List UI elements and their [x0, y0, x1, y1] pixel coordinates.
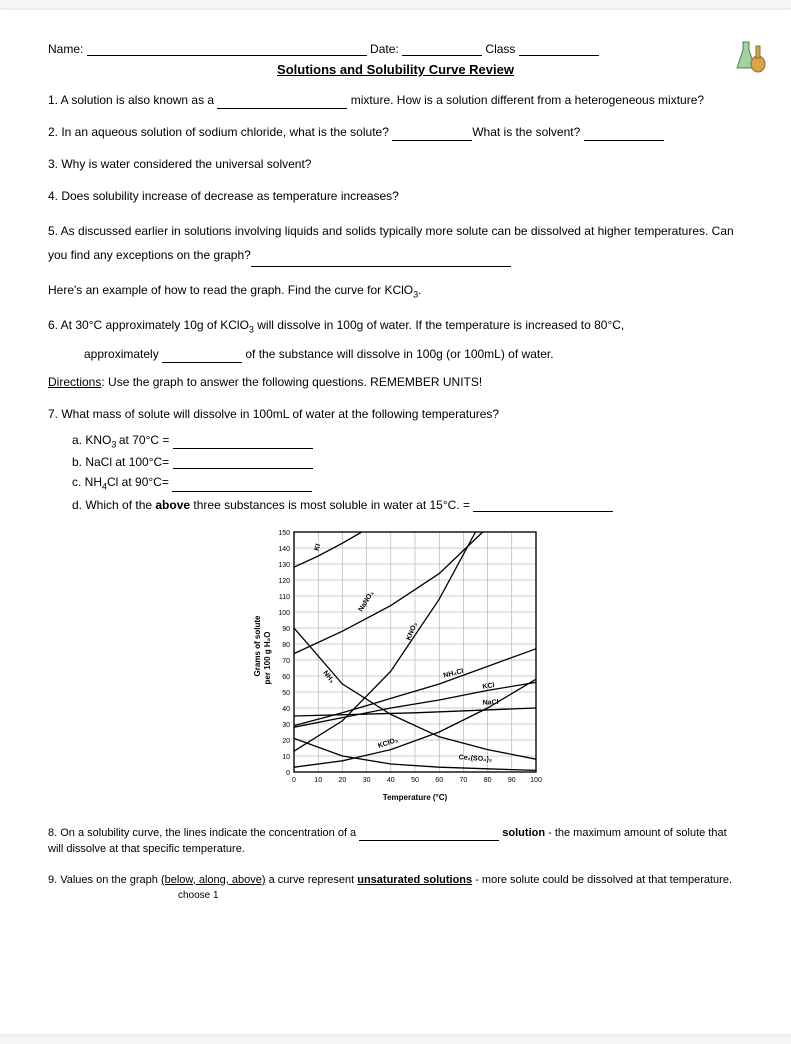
question-7d: d. Which of the above three substances i…	[72, 498, 743, 512]
q8-text-a: 8. On a solubility curve, the lines indi…	[48, 827, 359, 839]
chart-svg: 0 10 20 30 40 50 60 70 80 90 100 0 10 20 30 40 50 60 70 80 9…	[246, 524, 546, 804]
q8-bold: solution	[499, 827, 545, 839]
svg-text:30: 30	[282, 722, 290, 729]
directions: Directions: Use the graph to answer the …	[48, 373, 743, 391]
q9-choose: choose 1	[178, 888, 743, 903]
svg-text:40: 40	[386, 777, 394, 784]
q9-unsat: unsaturated solutions	[357, 874, 472, 886]
q2-text-b: What is the solvent?	[472, 125, 583, 139]
svg-text:130: 130	[278, 562, 290, 569]
q7c-text-b: Cl at 90°C=	[107, 475, 172, 489]
q7b-blank[interactable]	[173, 468, 313, 469]
example-line: Here's an example of how to read the gra…	[48, 281, 743, 302]
q1-text-b: mixture. How is a solution different fro…	[347, 93, 704, 107]
question-7c: c. NH4Cl at 90°C=	[72, 475, 743, 491]
date-label: Date:	[370, 42, 399, 56]
svg-text:30: 30	[362, 777, 370, 784]
svg-text:100: 100	[530, 777, 542, 784]
question-1: 1. A solution is also known as a mixture…	[48, 91, 743, 109]
q7d-blank[interactable]	[473, 511, 613, 512]
q1-blank[interactable]	[217, 108, 347, 109]
q9-text-b: a curve represent	[266, 874, 358, 886]
q7a-text-a: a. KNO	[72, 433, 111, 447]
question-5: 5. As discussed earlier in solutions inv…	[48, 219, 743, 267]
solubility-chart: 0 10 20 30 40 50 60 70 80 90 100 0 10 20 30 40 50 60 70 80 9…	[48, 524, 743, 807]
question-4: 4. Does solubility increase of decrease …	[48, 187, 743, 205]
name-blank[interactable]	[87, 55, 367, 56]
svg-text:20: 20	[338, 777, 346, 784]
question-7: 7. What mass of solute will dissolve in …	[48, 405, 743, 423]
q2-text-a: 2. In an aqueous solution of sodium chlo…	[48, 125, 392, 139]
header-line: Name: Date: Class	[48, 42, 743, 56]
question-8: 8. On a solubility curve, the lines indi…	[48, 825, 743, 858]
question-7b: b. NaCl at 100°C=	[72, 455, 743, 469]
q5-blank[interactable]	[251, 266, 511, 267]
q7d-text-b: three substances is most soluble in wate…	[190, 498, 473, 512]
question-7a: a. KNO3 at 70°C =	[72, 433, 743, 449]
svg-text:70: 70	[459, 777, 467, 784]
svg-text:50: 50	[411, 777, 419, 784]
q9-text-a: 9. Values on the graph	[48, 874, 161, 886]
example-end: .	[418, 283, 421, 297]
svg-text:90: 90	[282, 626, 290, 633]
page-title: Solutions and Solubility Curve Review	[48, 62, 743, 77]
q7a-text-b: at 70°C =	[119, 433, 173, 447]
question-2: 2. In an aqueous solution of sodium chlo…	[48, 123, 743, 141]
svg-text:140: 140	[278, 546, 290, 553]
svg-text:50: 50	[282, 690, 290, 697]
class-label: Class	[485, 42, 515, 56]
class-blank[interactable]	[519, 55, 599, 56]
question-9: 9. Values on the graph (below, along, ab…	[48, 872, 743, 904]
q6-text-a: 6. At 30°C approximately 10g of KClO	[48, 318, 249, 332]
question-6: 6. At 30°C approximately 10g of KClO3 wi…	[48, 316, 743, 363]
name-label: Name:	[48, 42, 83, 56]
directions-label: Directions	[48, 375, 101, 389]
svg-text:40: 40	[282, 706, 290, 713]
svg-text:150: 150	[278, 530, 290, 537]
q7d-text-a: d. Which of the	[72, 498, 155, 512]
svg-text:80: 80	[483, 777, 491, 784]
svg-text:10: 10	[282, 754, 290, 761]
question-3: 3. Why is water considered the universal…	[48, 155, 743, 173]
q7b-text: b. NaCl at 100°C=	[72, 455, 173, 469]
svg-text:80: 80	[282, 642, 290, 649]
svg-text:0: 0	[292, 777, 296, 784]
q9-paren: (below, along, above)	[161, 874, 266, 886]
example-text: Here's an example of how to read the gra…	[48, 283, 413, 297]
svg-text:per 100 g H₂O: per 100 g H₂O	[263, 631, 272, 684]
q7a-sub: 3	[111, 439, 119, 449]
q1-text-a: 1. A solution is also known as a	[48, 93, 217, 107]
q8-blank[interactable]	[359, 840, 499, 841]
q6-text-d: of the substance will dissolve in 100g (…	[242, 347, 554, 361]
q6-text-c: approximately	[84, 347, 162, 361]
svg-text:0: 0	[286, 770, 290, 777]
q7c-blank[interactable]	[172, 491, 312, 492]
q9-text-c: - more solute could be dissolved at that…	[472, 874, 732, 886]
date-blank[interactable]	[402, 55, 482, 56]
svg-text:100: 100	[278, 610, 290, 617]
svg-text:110: 110	[278, 594, 289, 601]
svg-text:60: 60	[282, 674, 290, 681]
q6-text-b: will dissolve in 100g of water. If the t…	[254, 318, 624, 332]
q7d-above: above	[155, 498, 190, 512]
svg-text:90: 90	[507, 777, 515, 784]
svg-text:Grams of solute: Grams of solute	[253, 615, 262, 676]
svg-text:60: 60	[435, 777, 443, 784]
beaker-icon	[733, 38, 769, 77]
worksheet-page: Name: Date: Class Solutions and Solubili…	[0, 10, 791, 1034]
q7c-text-a: c. NH	[72, 475, 102, 489]
q7a-blank[interactable]	[173, 448, 313, 449]
q5-text: 5. As discussed earlier in solutions inv…	[48, 224, 734, 262]
svg-text:70: 70	[282, 658, 290, 665]
svg-text:120: 120	[278, 578, 290, 585]
svg-text:Temperature (°C): Temperature (°C)	[382, 793, 447, 802]
q2-blank-2[interactable]	[584, 140, 664, 141]
svg-text:20: 20	[282, 738, 290, 745]
svg-text:10: 10	[314, 777, 322, 784]
q2-blank-1[interactable]	[392, 140, 472, 141]
svg-text:NaCl: NaCl	[482, 699, 498, 707]
directions-body: : Use the graph to answer the following …	[101, 375, 482, 389]
q6-blank[interactable]	[162, 362, 242, 363]
